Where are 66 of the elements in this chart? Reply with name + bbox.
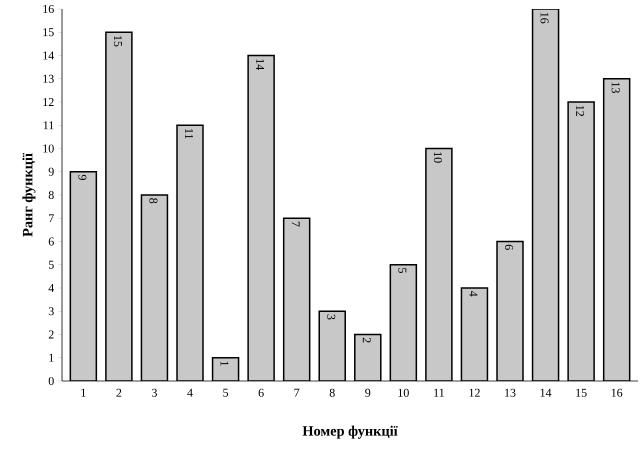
x-tick-label: 2 xyxy=(116,388,122,397)
bar xyxy=(247,54,275,381)
y-tick-label: 3 xyxy=(48,307,54,316)
y-tick-label: 11 xyxy=(44,121,54,130)
y-tick-label: 13 xyxy=(43,74,54,83)
data-label: 14 xyxy=(256,59,264,70)
y-tick-label: 9 xyxy=(48,168,54,176)
x-tick-label: 15 xyxy=(576,388,587,397)
y-tick-label: 4 xyxy=(48,284,54,292)
data-label: 1 xyxy=(220,362,229,366)
data-label: 11 xyxy=(185,129,193,139)
bar xyxy=(460,287,488,381)
data-label: 3 xyxy=(327,314,336,320)
x-tick-label: 10 xyxy=(398,388,409,397)
y-tick-label: 5 xyxy=(48,260,54,269)
y-tick-label: 6 xyxy=(48,237,54,246)
bar xyxy=(105,31,133,381)
x-tick-label: 14 xyxy=(540,388,552,397)
x-tick-label: 5 xyxy=(223,388,228,397)
bar xyxy=(496,240,524,381)
x-tick-label: 11 xyxy=(434,388,444,397)
bar xyxy=(318,310,346,381)
x-tick-label: 13 xyxy=(505,388,516,397)
y-tick-label: 16 xyxy=(43,4,54,13)
bar xyxy=(176,124,204,381)
x-tick-label: 16 xyxy=(612,388,622,397)
bar xyxy=(532,8,560,381)
y-tick-label: 12 xyxy=(43,98,54,106)
y-tick-label: 14 xyxy=(43,52,54,60)
x-tick-label: 4 xyxy=(187,388,193,397)
x-tick-label: 9 xyxy=(365,388,370,397)
x-tick-label: 7 xyxy=(294,388,300,397)
data-label: 8 xyxy=(149,198,158,204)
bar xyxy=(140,194,168,381)
bar xyxy=(354,334,382,381)
x-tick-label: 6 xyxy=(258,388,264,397)
data-label: 10 xyxy=(434,152,442,163)
data-label: 16 xyxy=(540,12,549,24)
x-tick-label: 1 xyxy=(81,388,86,397)
bar xyxy=(282,217,310,381)
y-tick-label: 2 xyxy=(48,330,54,338)
data-label: 6 xyxy=(505,244,514,250)
x-tick-label: 8 xyxy=(330,388,335,397)
y-tick-label: 15 xyxy=(43,28,54,36)
y-axis-title: Ранг функції xyxy=(22,152,36,237)
y-tick-label: 0 xyxy=(48,376,54,386)
x-tick-label: 3 xyxy=(152,388,157,397)
data-label: 9 xyxy=(78,174,86,180)
y-tick-label: 8 xyxy=(48,190,54,200)
data-label: 5 xyxy=(398,268,406,273)
data-label: 4 xyxy=(470,290,478,297)
y-tick-label: 7 xyxy=(49,214,54,222)
x-tick-label: 12 xyxy=(470,388,480,397)
data-label: 7 xyxy=(292,222,300,227)
bar xyxy=(567,101,595,381)
x-axis-title: Номер функції xyxy=(302,426,398,439)
bar xyxy=(602,78,630,381)
bar xyxy=(70,170,98,381)
y-tick-label: 10 xyxy=(43,144,54,153)
bar xyxy=(425,148,453,381)
bar xyxy=(390,264,418,381)
y-tick-label: 1 xyxy=(49,354,54,362)
data-label: 15 xyxy=(114,36,122,46)
data-label: 13 xyxy=(612,82,620,93)
data-label: 12 xyxy=(576,106,584,116)
data-label: 2 xyxy=(362,338,371,343)
